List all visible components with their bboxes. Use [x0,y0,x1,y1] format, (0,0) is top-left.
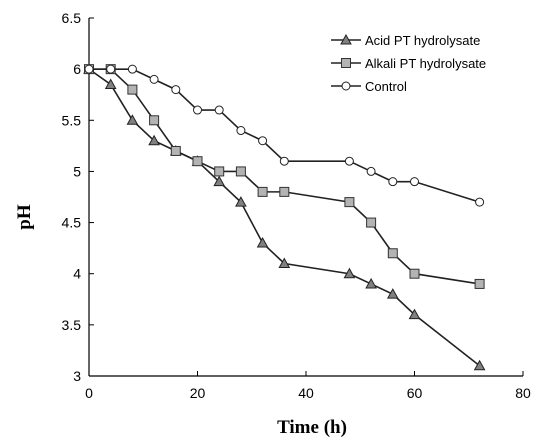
y-tick-label: 5.5 [62,112,82,128]
data-point-square [127,84,138,95]
data-point-triangle [126,114,139,125]
x-tick-label: 80 [515,385,531,401]
y-tick-label: 4 [73,266,81,282]
data-point-circle [106,64,116,74]
y-tick-label: 3 [73,368,81,384]
data-point-square [192,156,203,167]
axes: 3 3.5 4 4.5 5 5.5 6 6.5 0 20 40 60 80 [62,10,531,401]
legend-label-triangle: Acid PT hydrolysate [365,33,480,48]
series-square [84,64,485,289]
data-point-circle [279,156,289,166]
data-point-square [409,268,420,279]
data-point-triangle [473,359,486,371]
data-point-circle [410,177,419,187]
series-line-triangle [88,68,481,367]
data-point-triangle [148,134,160,146]
data-point-triangle [408,308,421,320]
data-point-triangle [104,78,117,89]
x-tick-label: 0 [85,385,93,401]
y-tick-label: 3.5 [62,317,82,333]
data-point-triangle [256,236,269,248]
legend-label-circle: Control [365,79,407,94]
data-point-triangle [278,257,291,268]
y-tick-label: 6.5 [62,10,82,26]
data-point-circle [344,156,354,166]
y-tick-label: 4.5 [62,215,82,231]
data-point-circle [84,64,94,74]
y-axis-title: pH [14,204,35,230]
data-point-triangle [365,277,377,289]
data-point-circle [258,136,268,146]
x-tick-label: 40 [298,385,314,401]
legend-marker-triangle [340,33,352,45]
data-point-square [474,278,485,289]
data-point-square [214,166,225,177]
data-point-square [279,186,290,197]
series-circle [84,64,485,207]
data-point-circle [475,197,485,207]
data-point-circle [171,85,181,95]
legend: Acid PT hydrolysate Alkali PT hydrolysate… [331,33,486,94]
data-point-square [344,197,355,208]
legend-marker-circle [341,81,351,91]
data-point-circle [127,64,137,74]
data-point-circle [366,166,376,176]
data-point-triangle [386,288,399,299]
data-point-square [387,248,398,259]
data-point-circle [149,74,159,84]
data-point-circle [236,126,246,136]
data-point-triangle [213,175,226,187]
legend-marker-square [341,58,351,68]
data-point-circle [214,105,224,115]
y-tick-label: 5 [73,163,81,179]
data-point-square [257,186,268,197]
y-tick-label: 6 [73,61,81,77]
data-point-triangle [343,267,356,279]
data-point-triangle [235,196,247,207]
data-point-square [170,145,181,156]
x-tick-label: 60 [407,385,423,401]
x-axis-title: Time (h) [277,417,347,438]
data-point-square [149,115,160,126]
series-layer [83,63,486,371]
data-point-circle [193,105,202,115]
legend-label-square: Alkali PT hydrolysate [365,56,486,71]
data-point-square [366,217,377,228]
series-triangle [83,63,486,371]
series-line-square [89,68,480,285]
data-point-circle [388,177,398,187]
data-point-square [235,166,246,177]
x-tick-label: 20 [190,385,206,401]
